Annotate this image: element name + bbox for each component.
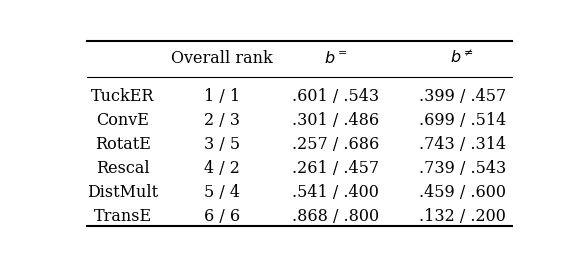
Text: .132 / .200: .132 / .200 — [419, 208, 506, 225]
Text: .459 / .600: .459 / .600 — [419, 184, 506, 201]
Text: Overall rank: Overall rank — [172, 50, 273, 67]
Text: .261 / .457: .261 / .457 — [292, 160, 379, 177]
Text: TransE: TransE — [93, 208, 152, 225]
Text: Rescal: Rescal — [96, 160, 150, 177]
Text: .541 / .400: .541 / .400 — [292, 184, 379, 201]
Text: .868 / .800: .868 / .800 — [292, 208, 379, 225]
Text: .257 / .686: .257 / .686 — [292, 136, 379, 153]
Text: .743 / .314: .743 / .314 — [419, 136, 506, 153]
Text: 5 / 4: 5 / 4 — [204, 184, 241, 201]
Text: ConvE: ConvE — [96, 112, 150, 129]
Text: RotatE: RotatE — [95, 136, 151, 153]
Text: 1 / 1: 1 / 1 — [204, 88, 241, 105]
Text: .601 / .543: .601 / .543 — [292, 88, 379, 105]
Text: $b^{\neq}$: $b^{\neq}$ — [450, 50, 474, 67]
Text: TuckER: TuckER — [91, 88, 155, 105]
Text: .739 / .543: .739 / .543 — [419, 160, 506, 177]
Text: 3 / 5: 3 / 5 — [204, 136, 241, 153]
Text: 2 / 3: 2 / 3 — [204, 112, 241, 129]
Text: .301 / .486: .301 / .486 — [292, 112, 379, 129]
Text: 4 / 2: 4 / 2 — [204, 160, 240, 177]
Text: .399 / .457: .399 / .457 — [419, 88, 506, 105]
Text: $b^{=}$: $b^{=}$ — [324, 50, 347, 67]
Text: .699 / .514: .699 / .514 — [419, 112, 506, 129]
Text: DistMult: DistMult — [87, 184, 158, 201]
Text: 6 / 6: 6 / 6 — [204, 208, 241, 225]
